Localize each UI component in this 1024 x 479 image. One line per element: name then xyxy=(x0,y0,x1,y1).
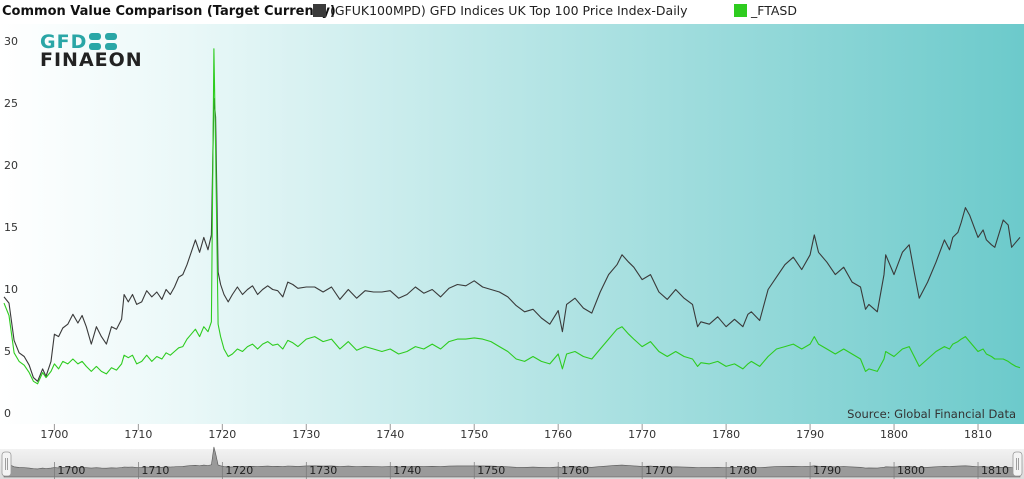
navigator-tick-label: 1740 xyxy=(393,464,421,477)
legend-label-series1[interactable]: (GFUK100MPD) GFD Indices UK Top 100 Pric… xyxy=(330,3,688,18)
navigator-tick-label: 1800 xyxy=(897,464,925,477)
navigator-series-area xyxy=(3,446,1021,478)
x-tick-label: 1710 xyxy=(124,428,152,441)
y-tick-label: 0 xyxy=(4,407,11,420)
x-tick-label: 1810 xyxy=(964,428,992,441)
x-axis: 1700 1710 1720 1730 1740 1750 1760 1770 1780 1790… xyxy=(40,424,992,441)
legend: Common Value Comparison (Target Currency… xyxy=(2,3,797,19)
navigator-tick-label: 1710 xyxy=(141,464,169,477)
y-tick-label: 30 xyxy=(4,35,18,48)
source-note: Source: Global Financial Data xyxy=(847,407,1016,421)
y-tick-label: 20 xyxy=(4,159,18,172)
x-tick-label: 1780 xyxy=(712,428,740,441)
navigator-tick-label: 1810 xyxy=(981,464,1009,477)
navigator-tick-label: 1700 xyxy=(57,464,85,477)
navigator-tick-label: 1760 xyxy=(561,464,589,477)
x-tick-label: 1720 xyxy=(208,428,236,441)
x-tick-label: 1730 xyxy=(292,428,320,441)
x-tick-label: 1750 xyxy=(460,428,488,441)
plot-area xyxy=(0,24,1024,424)
legend-swatch-series1[interactable] xyxy=(313,4,326,17)
gfd-finaeon-logo: GFD FINAEON xyxy=(40,31,143,71)
x-tick-label: 1770 xyxy=(628,428,656,441)
logo-text-bottom: FINAEON xyxy=(40,49,143,71)
navigator-left-handle[interactable] xyxy=(1,451,12,477)
x-tick-label: 1800 xyxy=(880,428,908,441)
navigator-tick-label: 1790 xyxy=(813,464,841,477)
navigator-right-handle[interactable] xyxy=(1012,451,1023,477)
navigator-tick-label: 1720 xyxy=(225,464,253,477)
y-tick-label: 15 xyxy=(4,221,18,234)
leaf-icon xyxy=(89,33,117,50)
navigator[interactable]: 1700 1710 1720 1730 1740 1750 1760 1770 1780 1790… xyxy=(0,446,1024,479)
navigator-tick-label: 1750 xyxy=(477,464,505,477)
legend-swatch-series2[interactable] xyxy=(734,4,747,17)
x-tick-label: 1760 xyxy=(544,428,572,441)
logo-text-top: GFD xyxy=(40,31,87,53)
x-tick-label: 1740 xyxy=(376,428,404,441)
legend-label-series2[interactable]: _FTASD xyxy=(750,3,797,18)
navigator-tick-label: 1780 xyxy=(729,464,757,477)
navigator-axis: 1700 1710 1720 1730 1740 1750 1760 1770 1780 1790… xyxy=(54,462,1009,479)
y-tick-label: 10 xyxy=(4,283,18,296)
x-tick-label: 1790 xyxy=(796,428,824,441)
x-tick-label: 1700 xyxy=(40,428,68,441)
navigator-tick-label: 1770 xyxy=(645,464,673,477)
y-tick-label: 25 xyxy=(4,97,18,110)
y-tick-label: 5 xyxy=(4,345,11,358)
series-line-gfuk100mpd xyxy=(3,97,1021,382)
chart-title: Common Value Comparison (Target Currency… xyxy=(2,4,336,19)
navigator-tick-label: 1730 xyxy=(309,464,337,477)
series-line-ftasd xyxy=(3,48,1021,385)
y-axis: 0 5 10 15 20 25 30 xyxy=(4,35,18,420)
